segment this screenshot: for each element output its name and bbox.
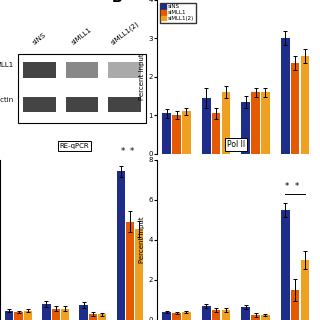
FancyBboxPatch shape <box>23 97 56 112</box>
Bar <box>241 307 250 320</box>
Bar <box>251 315 260 320</box>
Bar <box>291 290 300 320</box>
Bar <box>221 92 230 154</box>
Text: siMLL1(2): siMLL1(2) <box>109 20 140 46</box>
Text: *: * <box>295 182 299 191</box>
Bar <box>300 260 309 320</box>
Bar <box>14 312 23 320</box>
Bar <box>162 312 171 320</box>
Bar <box>251 92 260 154</box>
Bar <box>98 314 106 320</box>
Bar <box>126 222 134 320</box>
Bar <box>261 92 270 154</box>
Bar <box>300 56 309 154</box>
Bar <box>61 308 69 320</box>
Text: *: * <box>120 147 125 156</box>
Bar <box>212 113 220 154</box>
Bar <box>24 311 32 320</box>
Text: siMLL1: siMLL1 <box>71 27 93 46</box>
Bar <box>5 311 13 320</box>
Bar <box>172 313 181 320</box>
Text: MLL1: MLL1 <box>0 62 13 68</box>
Bar <box>172 115 181 154</box>
Text: *: * <box>130 147 134 156</box>
Bar <box>162 113 171 154</box>
FancyBboxPatch shape <box>108 62 141 78</box>
Text: Pol II: Pol II <box>227 140 245 149</box>
Bar <box>281 38 290 154</box>
Bar <box>135 228 143 320</box>
Bar <box>202 98 211 154</box>
Bar <box>116 172 125 320</box>
Bar <box>182 312 191 320</box>
FancyBboxPatch shape <box>108 97 141 112</box>
FancyBboxPatch shape <box>66 62 98 78</box>
FancyBboxPatch shape <box>18 54 146 123</box>
Bar <box>281 210 290 320</box>
Bar <box>261 315 270 320</box>
Bar <box>291 63 300 154</box>
Text: β-actin: β-actin <box>0 97 13 103</box>
FancyBboxPatch shape <box>23 62 56 78</box>
Text: B: B <box>112 0 123 5</box>
Bar <box>241 102 250 154</box>
Bar <box>221 310 230 320</box>
Bar <box>79 305 88 320</box>
Text: *: * <box>285 182 289 191</box>
Bar <box>42 304 51 320</box>
Bar <box>89 314 97 320</box>
Legend: siNS, siMLL1, siMLL1(2): siNS, siMLL1, siMLL1(2) <box>160 3 196 23</box>
Bar <box>202 306 211 320</box>
Text: siNS: siNS <box>31 32 47 46</box>
Bar <box>182 111 191 154</box>
FancyBboxPatch shape <box>66 97 98 112</box>
Text: RE-qPCR: RE-qPCR <box>60 143 89 149</box>
Bar <box>212 310 220 320</box>
Bar <box>52 308 60 320</box>
Y-axis label: Percent Input: Percent Input <box>139 53 145 100</box>
Y-axis label: Percent Input: Percent Input <box>139 217 145 263</box>
